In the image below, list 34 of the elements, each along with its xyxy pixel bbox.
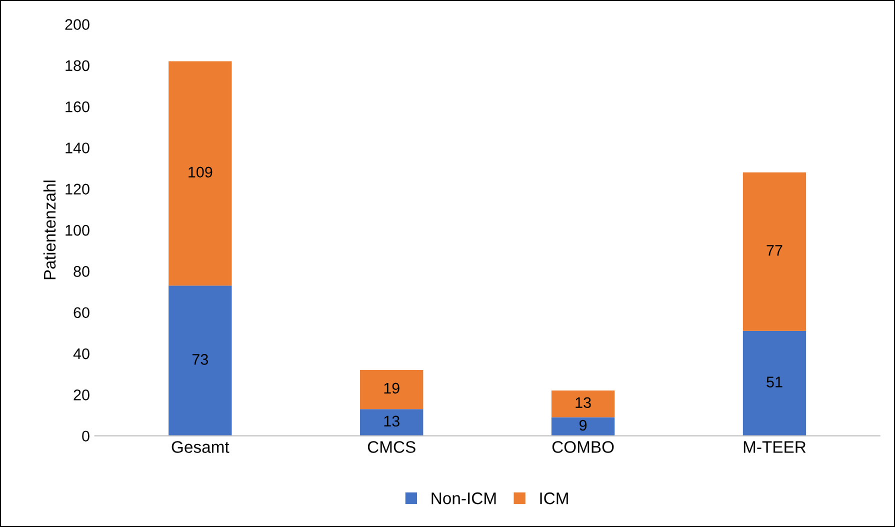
y-tick-label: 0	[82, 430, 90, 442]
y-tick-label: 120	[66, 184, 90, 195]
y-tick-label: 200	[65, 19, 90, 30]
data-label: 13	[384, 416, 400, 427]
bar	[742, 172, 806, 331]
data-label: 51	[766, 376, 782, 388]
x-tick-label: M-TEER	[744, 441, 806, 453]
data-label: 13	[576, 397, 591, 408]
bar	[168, 286, 232, 436]
bar	[360, 370, 424, 410]
data-label: 19	[384, 382, 400, 394]
legend-label: ICM	[540, 492, 568, 504]
bar	[168, 61, 232, 286]
bar	[742, 330, 806, 436]
y-tick-label: 140	[66, 142, 90, 154]
data-label: 73	[192, 354, 208, 365]
data-label: 77	[766, 245, 782, 256]
data-label: 109	[188, 166, 212, 178]
bar	[360, 409, 424, 436]
y-tick-label: 20	[74, 390, 90, 400]
y-tick-label: 60	[74, 307, 90, 318]
data-label: 9	[580, 420, 587, 431]
y-axis-title: Patientenzahl	[43, 180, 56, 280]
y-tick-label: 100	[66, 224, 90, 236]
y-tick-label: 160	[66, 101, 90, 112]
x-tick-label: CMCS	[368, 441, 416, 453]
legend-label: Non-ICM	[432, 492, 496, 504]
x-tick-label: COMBO	[552, 441, 614, 453]
bar	[551, 390, 615, 418]
y-tick-label: 40	[73, 348, 90, 360]
bar	[551, 417, 615, 436]
x-tick-label: Gesamt	[172, 441, 230, 453]
y-tick-label: 180	[66, 60, 90, 72]
y-tick-label: 80	[74, 266, 90, 277]
